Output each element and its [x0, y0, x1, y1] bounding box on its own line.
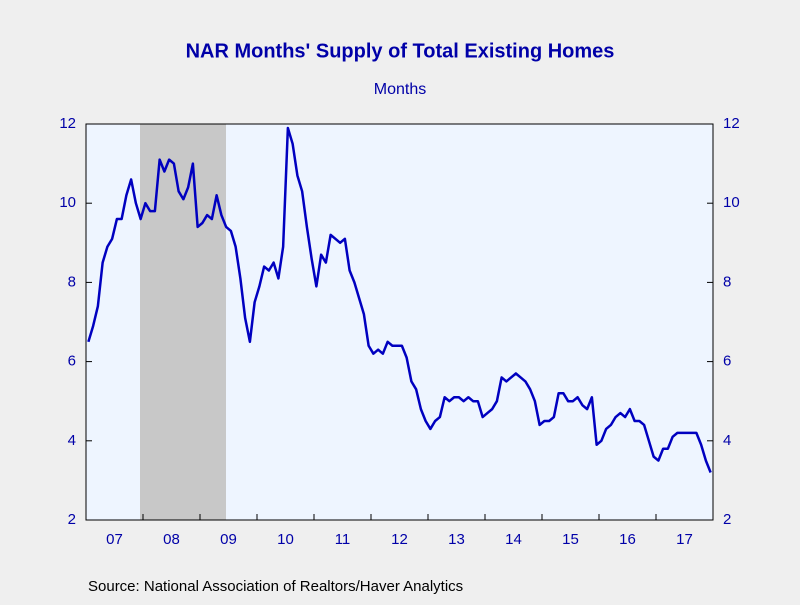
y2-tick-label: 10: [723, 194, 740, 211]
y-tick-label: 12: [59, 115, 76, 132]
chart-title: NAR Months' Supply of Total Existing Hom…: [186, 40, 615, 62]
x-tick-label: 12: [391, 531, 408, 548]
x-tick-label: 08: [163, 531, 180, 548]
x-tick-label: 11: [335, 531, 351, 548]
x-tick-label: 10: [277, 531, 294, 548]
recession-shading: [140, 124, 226, 520]
y-tick-label: 8: [68, 273, 76, 290]
x-tick-label: 13: [448, 531, 465, 548]
chart-subtitle: Months: [374, 81, 426, 98]
x-tick-label: 17: [676, 531, 693, 548]
y2-tick-label: 12: [723, 115, 740, 132]
y2-tick-label: 4: [723, 432, 731, 449]
data-line: [87, 126, 712, 473]
source-note: Source: National Association of Realtors…: [88, 578, 463, 595]
y-tick-label: 10: [59, 194, 76, 211]
x-tick-label: 14: [505, 531, 522, 548]
y2-tick-label: 6: [723, 353, 731, 370]
plot-frame: [85, 123, 714, 521]
x-tick-label: 07: [106, 531, 123, 548]
x-tick-label: 09: [220, 531, 237, 548]
y-tick-label: 6: [68, 353, 76, 370]
marks: [87, 126, 712, 473]
x-tick-label: 15: [562, 531, 579, 548]
y2-tick-label: 2: [723, 511, 731, 528]
y-tick-label: 4: [68, 432, 76, 449]
y-tick-label: 2: [68, 511, 76, 528]
x-tick-label: 16: [619, 531, 636, 548]
y2-tick-label: 8: [723, 273, 731, 290]
